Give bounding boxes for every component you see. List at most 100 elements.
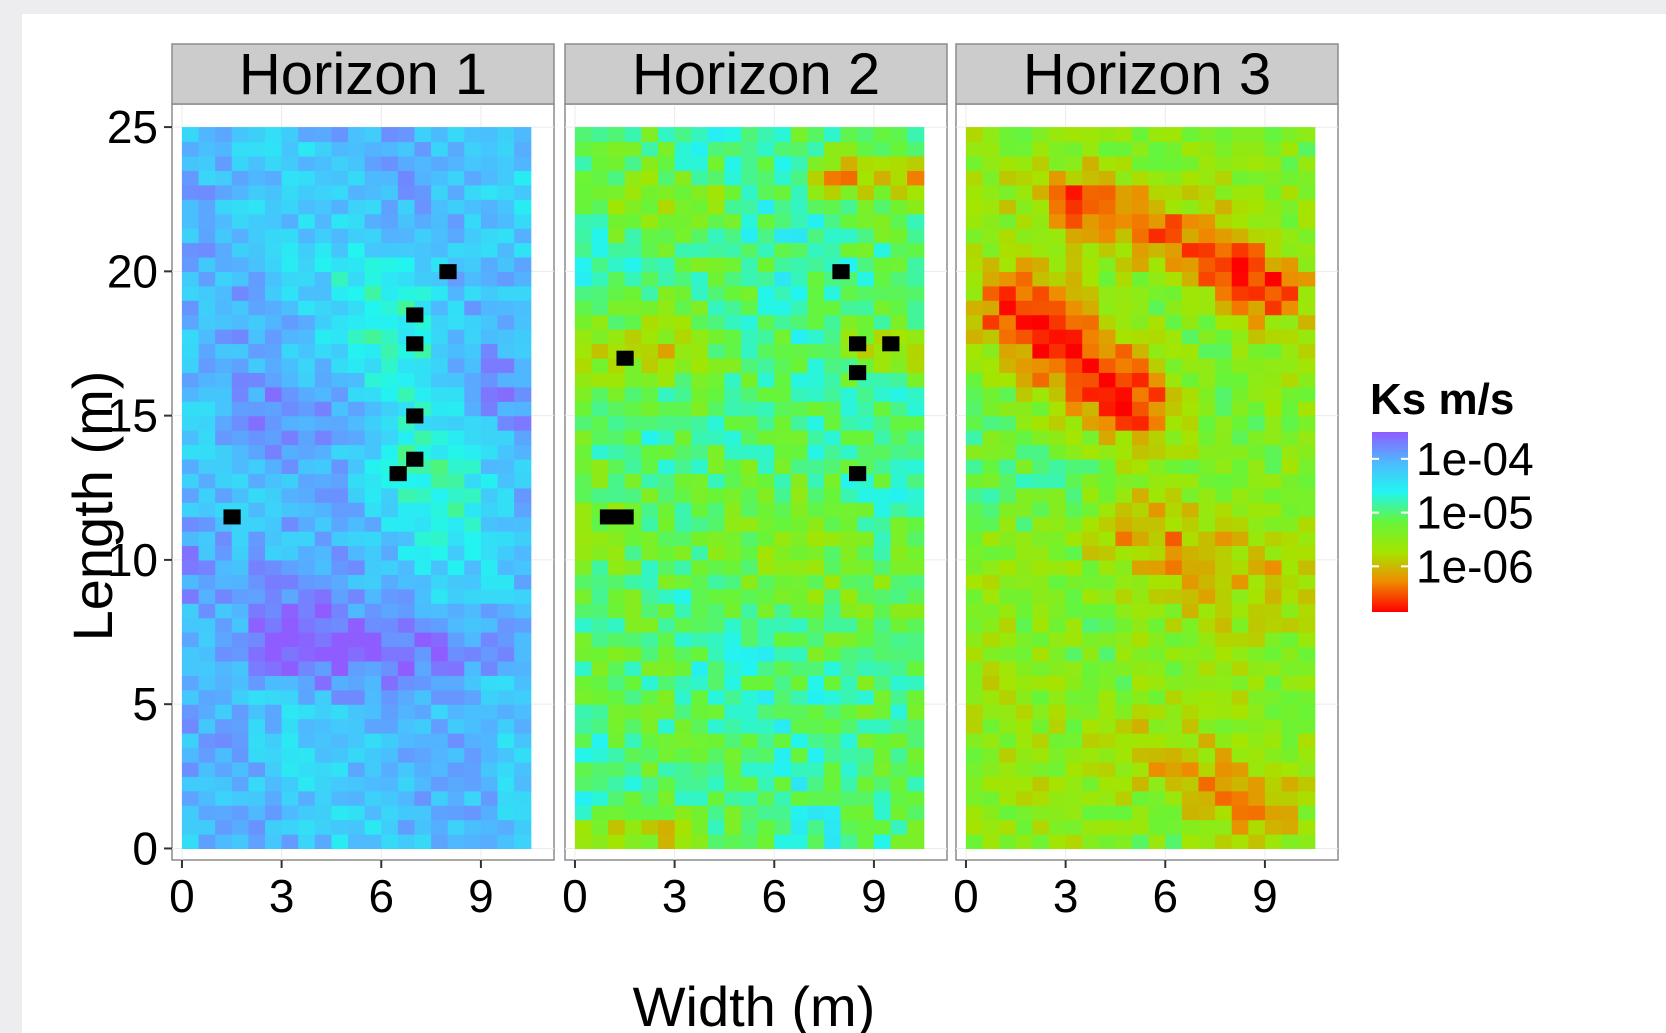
heatmap-cell [1132,314,1150,330]
heatmap-cell [591,271,609,287]
heatmap-cell [480,141,499,157]
heatmap-cell [774,199,792,215]
heatmap-cell [497,617,515,633]
heatmap-cell [1065,343,1083,359]
heatmap-cell [1264,458,1283,474]
heatmap-cell [1248,660,1266,676]
heatmap-cell [314,473,333,489]
heatmap-cell [674,516,692,532]
heatmap-cell [857,242,875,258]
heatmap-cell [381,343,399,359]
heatmap-cell [447,300,465,316]
heatmap-cell [641,228,659,244]
legend-title: Ks m/s [1370,375,1514,424]
heatmap-cell [674,689,692,705]
heatmap-cell [480,632,499,648]
heatmap-cell [982,545,1000,561]
heatmap-cell [624,545,642,561]
heatmap-cell [1165,718,1183,734]
heatmap-cell [514,776,532,792]
heatmap-cell [1215,805,1233,821]
heatmap-cell [1215,141,1233,157]
heatmap-cell [364,819,382,835]
heatmap-cell [447,458,465,474]
heatmap-cell [840,588,858,604]
heatmap-cell [674,271,692,287]
heatmap-cell [1264,242,1283,258]
heatmap-cell [982,675,1000,691]
heatmap-cell [1132,170,1150,186]
heatmap-cell [824,184,842,200]
heatmap-cell [999,531,1017,547]
heatmap-cell [1148,805,1166,821]
heatmap-cell [1281,141,1299,157]
heatmap-cell [857,155,875,171]
heatmap-cell [774,660,792,676]
heatmap-cell [314,357,333,373]
heatmap-cell [331,242,349,258]
heatmap-cell [658,559,676,575]
heatmap-cell [314,242,333,258]
heatmap-cell [1264,271,1283,287]
heatmap-cell [807,761,825,777]
heatmap-cell [1298,531,1316,547]
heatmap-cell [1098,228,1117,244]
heatmap-cell [840,733,858,749]
heatmap-cell [999,401,1017,417]
heatmap-cell [591,314,609,330]
heatmap-cell [591,632,609,648]
heatmap-cell [514,718,532,734]
heatmap-cell [281,689,299,705]
heatmap-cell [397,386,416,402]
heatmap-cell [1198,199,1216,215]
heatmap-cell [348,646,366,662]
heatmap-cell [741,718,759,734]
heatmap-cell [873,588,892,604]
heatmap-cell [397,516,416,532]
heatmap-cell [857,559,875,575]
heatmap-cell [414,285,432,301]
heatmap-cell [364,343,382,359]
heatmap-cell [215,329,233,345]
heatmap-cell [298,733,316,749]
heatmap-cell [999,747,1017,763]
heatmap-cell [1082,531,1100,547]
heatmap-cell [514,603,532,619]
heatmap-cell [1082,632,1100,648]
heatmap-cell [314,675,333,691]
heatmap-cell [1298,761,1316,777]
heatmap-cell [281,430,299,446]
heatmap-cell [414,141,432,157]
heatmap-cell [314,155,333,171]
heatmap-cell [514,502,532,518]
heatmap-cell [641,704,659,720]
heatmap-cell [431,718,449,734]
heatmap-cell [741,242,759,258]
heatmap-cell [1298,776,1316,792]
heatmap-cell [348,718,366,734]
heatmap-cell [1181,805,1200,821]
heatmap-cell [1165,155,1183,171]
heatmap-cell [873,718,892,734]
well-marker [223,509,241,525]
heatmap-cell [774,271,792,287]
heatmap-cell [724,646,742,662]
heatmap-cell [807,329,825,345]
heatmap-cell [1264,805,1283,821]
heatmap-cell [514,430,532,446]
heatmap-cell [1281,199,1299,215]
heatmap-cell [181,776,200,792]
heatmap-cell [514,213,532,229]
heatmap-cell [658,170,676,186]
heatmap-cell [198,386,216,402]
heatmap-cell [480,155,499,171]
heatmap-cell [691,199,709,215]
heatmap-cell [1065,718,1083,734]
heatmap-cell [591,559,609,575]
heatmap-cell [1298,242,1316,258]
heatmap-cell [790,574,809,590]
heatmap-cell [397,213,416,229]
heatmap-cell [480,675,499,691]
heatmap-cell [1082,646,1100,662]
heatmap-cell [707,343,726,359]
